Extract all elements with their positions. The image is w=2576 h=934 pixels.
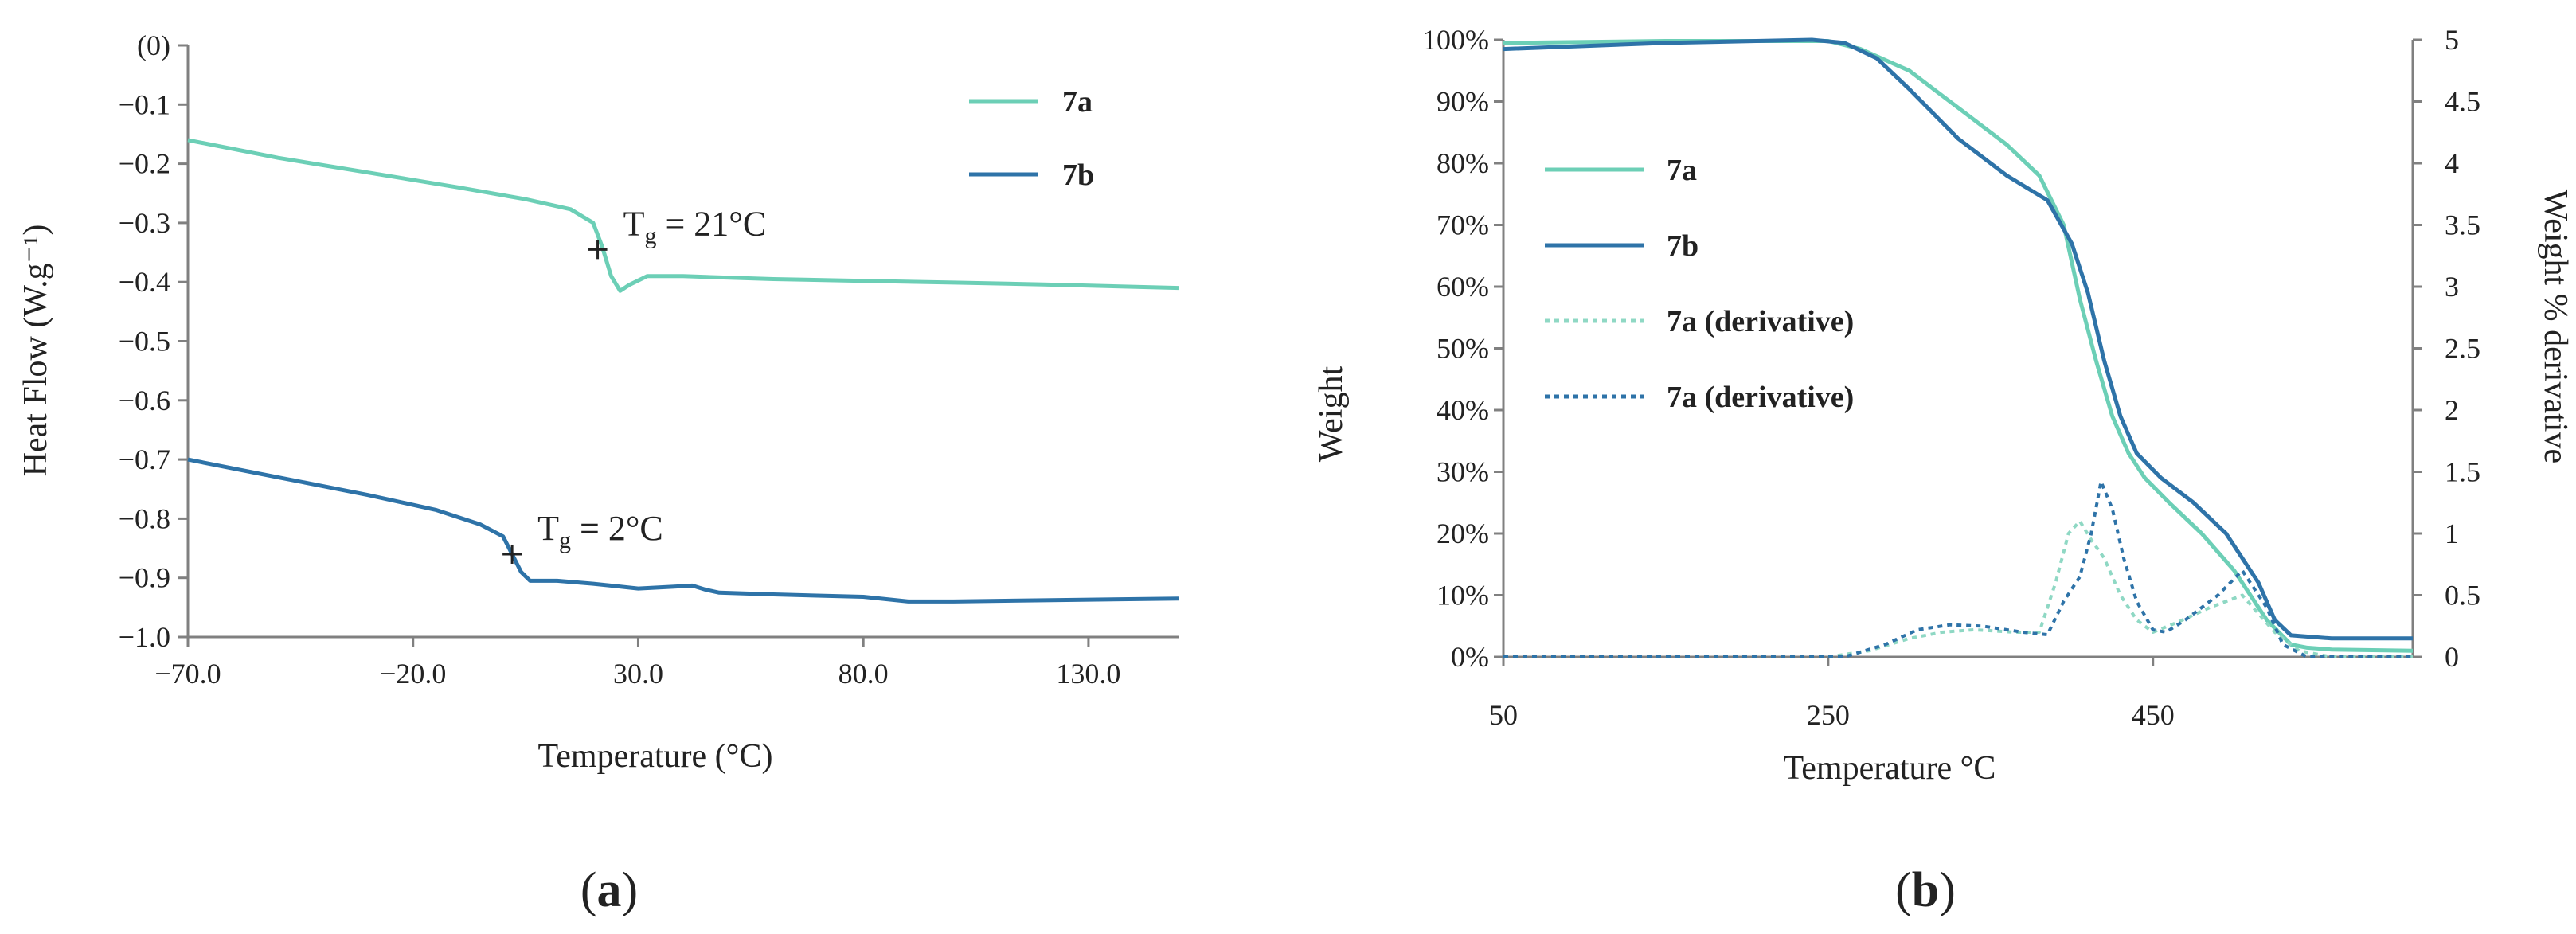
heat-flow-y-tick-label: −0.5 (119, 326, 170, 358)
legend-label: 7b (1667, 229, 1698, 263)
panel-label-a: (a) (580, 863, 638, 917)
heat-flow-y-tick-label: −0.6 (119, 385, 170, 416)
tga-y-tick-label: 30% (1437, 456, 1489, 488)
tga-y-tick-label: 0% (1451, 641, 1489, 673)
tga-y2-tick-label: 2 (2445, 394, 2459, 426)
tga-x-axis-label: Temperature °C (1784, 750, 1996, 787)
legend-label: 7a (1062, 85, 1093, 119)
tg-annotation-label: Tg = 21°C (623, 204, 767, 248)
series-line-7a (187, 138, 1179, 293)
tga-y2-tick-label: 3 (2445, 271, 2459, 303)
tga-legend: 7a 7b 7a (derivative) 7a (derivative) (1545, 154, 1854, 414)
heat-flow-y-tick-label: −0.7 (119, 444, 170, 475)
tga-y-tick-label: 90% (1437, 86, 1489, 118)
heat-flow-y-tick-label: −0.3 (119, 207, 170, 239)
heat-flow-y-tick-label: −0.4 (119, 266, 170, 298)
heat-flow-axes (186, 45, 1179, 639)
tga-y-tick-label: 100% (1422, 24, 1489, 56)
heat-flow-x-tick-label: −70.0 (154, 658, 221, 690)
series-line-7a (1503, 39, 2414, 653)
heat-flow-x-ticks: −70.0 −20.0 30.0 80.0 130.0 (154, 637, 1120, 690)
heat-flow-x-tick-label: 30.0 (613, 658, 663, 690)
heat-flow-series (187, 138, 1179, 604)
heat-flow-x-axis-label: Temperature (°C) (538, 738, 773, 775)
tga-y2-tick-label: 0.5 (2445, 580, 2480, 612)
heat-flow-chart: (0) −0.1 −0.2 −0.3 −0.4 −0.5 −0.6 −0.7 −0.8 −0.9 −… (18, 29, 1179, 917)
tga-x-tick-label: 250 (1807, 699, 1850, 731)
tga-y2-axis-label: Weight % derivative (2537, 190, 2574, 463)
series-line-7b (187, 457, 1179, 604)
tg-annotations: Tg = 21°C Tg = 2°C (502, 204, 766, 564)
tga-y-tick-label: 80% (1437, 147, 1489, 179)
heat-flow-y-tick-label: −0.9 (119, 562, 170, 594)
tga-y2-tick-label: 4.5 (2445, 86, 2480, 118)
tga-y2-tick-label: 5 (2445, 24, 2459, 56)
legend-label: 7a (1667, 154, 1697, 187)
heat-flow-y-tick-label: −0.1 (119, 88, 170, 120)
tg-annotation-label: Tg = 2°C (537, 509, 663, 553)
tga-y-tick-label: 40% (1437, 394, 1489, 426)
tga-y-tick-label: 60% (1437, 271, 1489, 303)
tga-y2-tick-label: 3.5 (2445, 209, 2480, 241)
heat-flow-y-axis-label: Heat Flow (W.g⁻¹) (18, 225, 54, 477)
heat-flow-y-tick-label: −0.2 (119, 148, 170, 180)
tga-series (1503, 37, 2414, 658)
tga-x-tick-label: 50 (1489, 699, 1518, 731)
tga-y2-tick-label: 0 (2445, 641, 2459, 673)
heat-flow-x-tick-label: 80.0 (838, 658, 889, 690)
heat-flow-y-tick-label: −0.8 (119, 502, 170, 534)
tga-x-tick-label: 450 (2132, 699, 2175, 731)
series-line-7a-derivative- (1503, 519, 2413, 658)
heat-flow-y-ticks: (0) −0.1 −0.2 −0.3 −0.4 −0.5 −0.6 −0.7 −0.8 −0.9 −… (119, 29, 188, 653)
series-line-7b (1503, 37, 2413, 641)
tga-y2-tick-label: 1.5 (2445, 456, 2480, 488)
tga-y-tick-label: 70% (1437, 209, 1489, 241)
tga-y2-tick-label: 1 (2445, 518, 2459, 549)
heat-flow-x-tick-label: 130.0 (1056, 658, 1120, 690)
heat-flow-legend: 7a 7b (969, 85, 1094, 192)
tga-y-ticks: 0% 10% 20% 30% 40% 50% 60% 70% 80% 90% 100% (1422, 24, 1503, 673)
tga-y2-tick-label: 4 (2445, 147, 2459, 179)
tga-y-axis-label: Weight (1313, 366, 1350, 463)
series-line-7a-derivative- (1503, 479, 2413, 658)
tga-y-tick-label: 20% (1437, 518, 1489, 549)
heat-flow-x-tick-label: −20.0 (380, 658, 446, 690)
legend-label: 7b (1062, 158, 1094, 192)
panel-label-b: (b) (1895, 863, 1956, 917)
heat-flow-y-tick-label: −1.0 (119, 621, 170, 653)
heat-flow-y-tick-label: (0) (137, 29, 170, 61)
tga-axes (1502, 40, 2414, 658)
legend-label: 7a (derivative) (1667, 381, 1854, 414)
tga-y2-ticks: 0 0.5 1 1.5 2 2.5 3 3.5 4 4.5 5 (2413, 24, 2480, 673)
tga-x-ticks: 50 250 450 (1489, 657, 2175, 731)
legend-label: 7a (derivative) (1667, 305, 1854, 338)
tga-chart: 0% 10% 20% 30% 40% 50% 60% 70% 80% 90% 100% 0 0.5 1 1… (1313, 24, 2574, 917)
tga-y2-tick-label: 2.5 (2445, 333, 2480, 365)
tga-y-tick-label: 50% (1437, 333, 1489, 365)
tga-y-tick-label: 10% (1437, 580, 1489, 612)
